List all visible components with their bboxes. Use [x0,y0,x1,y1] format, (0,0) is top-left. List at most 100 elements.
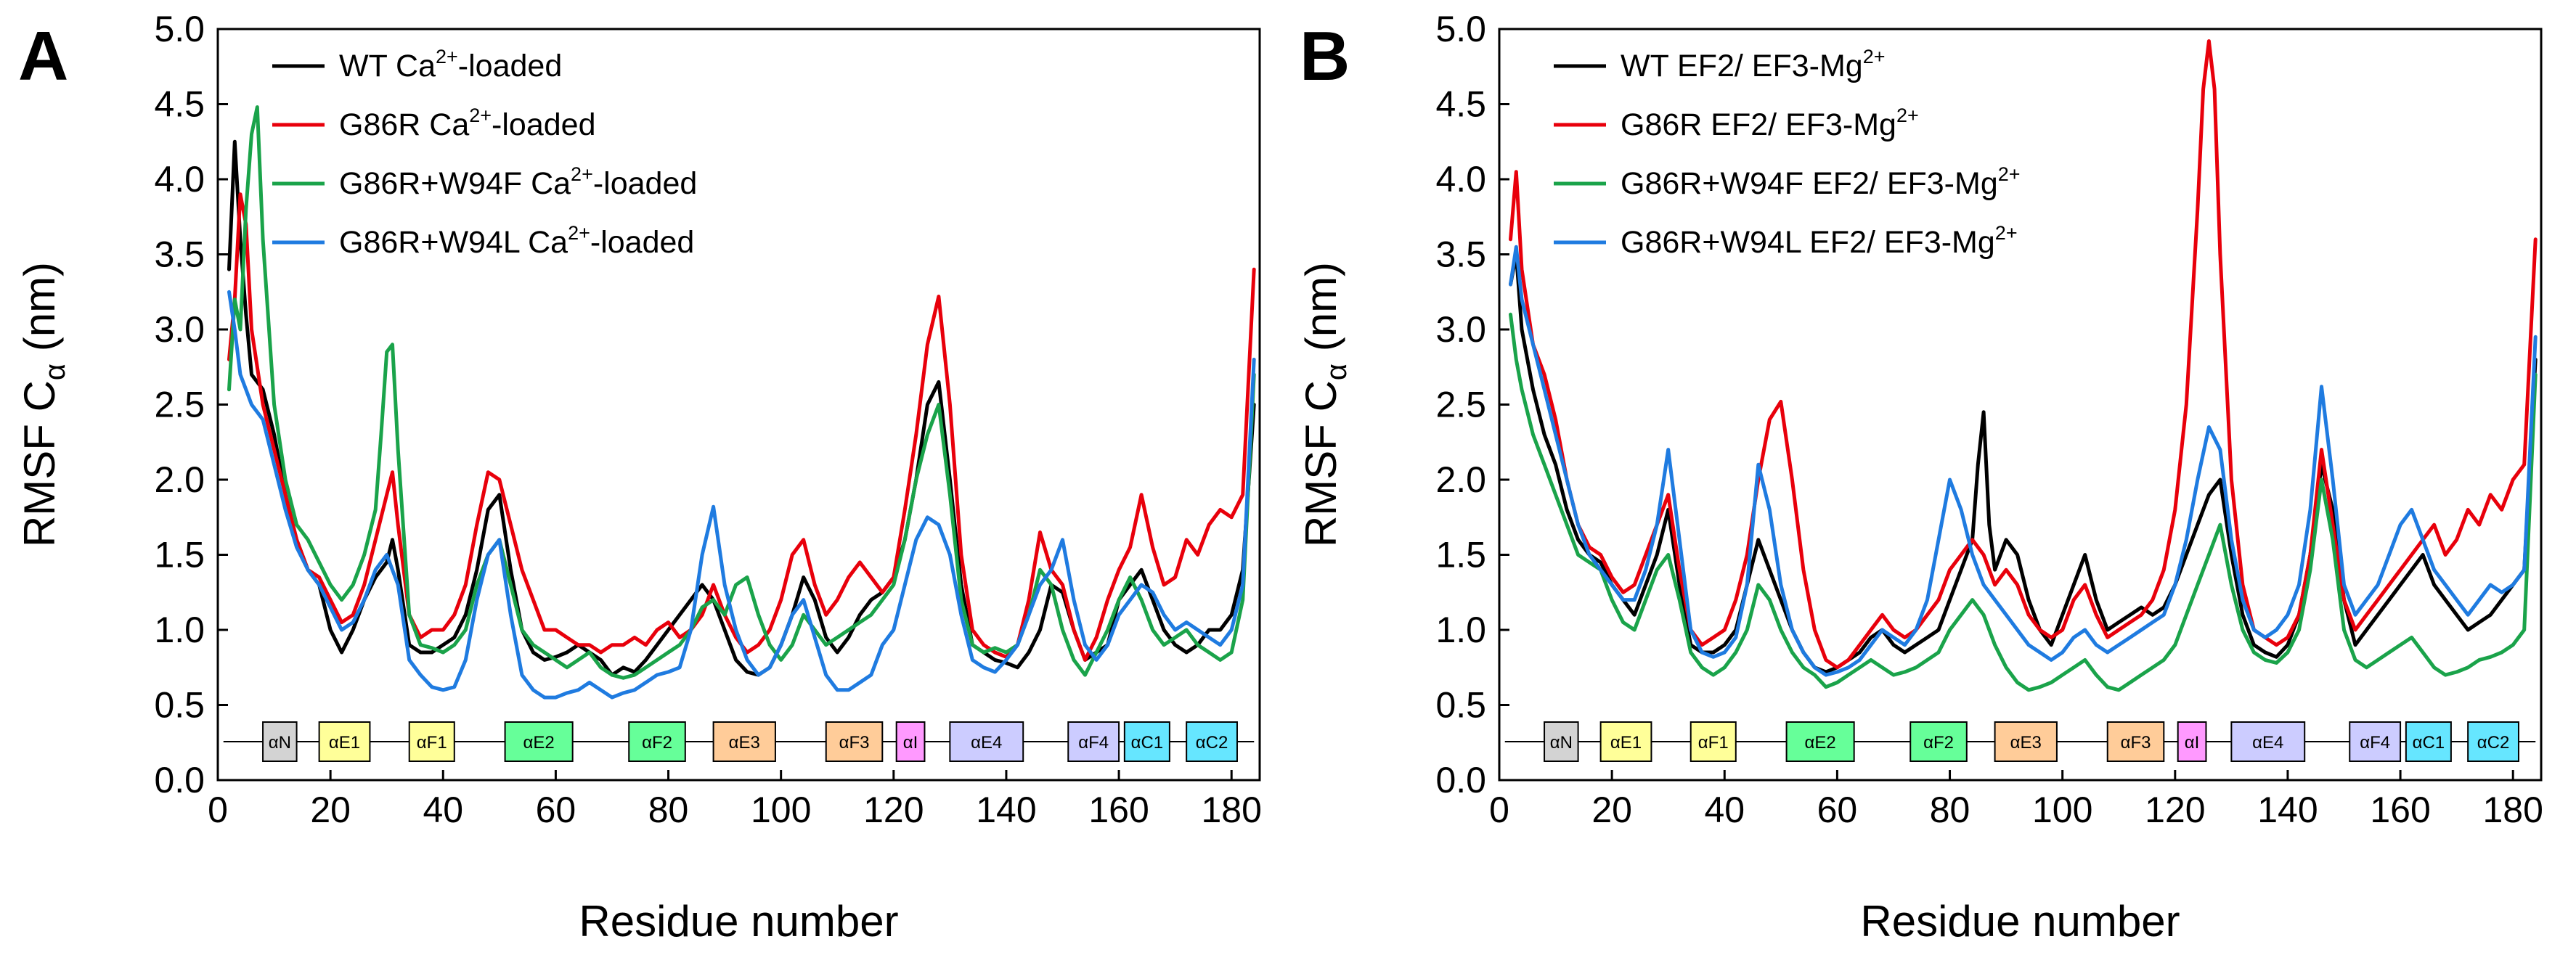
region-label: αE3 [2010,733,2042,753]
y-tick-label: 2.0 [1435,459,1486,500]
secondary-structure-track: αN αE1 αF1 αE2 αF2 αE3 αF3 αI αE4 αF4 αC1 αC2 [223,721,1255,762]
region-box [628,721,686,762]
region-label: αE4 [2252,733,2283,753]
plot-frame [216,28,1261,782]
y-tick-label: 5.0 [1435,9,1486,49]
region-label: αE3 [729,733,760,753]
region-label: αF4 [2360,733,2390,753]
x-tick-label: 40 [1704,790,1745,830]
legend-label: G86R+W94F EF2/ EF3-Mg2+ [1621,163,2021,201]
region-box [1690,721,1737,762]
region-label: αE2 [523,733,555,753]
region-box [2177,721,2207,762]
series-lines [1509,39,2538,692]
x-axis-title: Residue number [1860,897,2180,946]
legend-label: G86R+W94L EF2/ EF3-Mg2+ [1621,222,2018,260]
panel-a: A 0.0 0.5 1.0 1.5 2.0 2.5 3.0 3.5 4.0 4.5 5.0 0 20 40 6… [15,9,1262,946]
y-tick-label: 4.0 [154,159,205,200]
region-box [318,721,371,762]
region-box [825,721,884,762]
y-axis-title: RMSF Cα (nm) [1297,262,1353,547]
region-label: αE2 [1805,733,1836,753]
region-box [2349,721,2402,762]
plot-frame [1498,28,2543,782]
region-box [895,721,926,762]
region-label: αI [903,733,918,753]
y-tick-label: 2.0 [154,459,205,500]
region-box [1186,721,1238,762]
region-label: αF1 [417,733,447,753]
y-tick-label: 3.0 [154,309,205,350]
x-tick-label: 160 [1088,790,1149,830]
y-tick-label: 4.5 [154,84,205,125]
x-tick-label: 180 [2482,790,2543,830]
series-line [1509,253,2538,674]
region-box [2405,721,2452,762]
legend-label: G86R EF2/ EF3-Mg2+ [1621,104,1919,142]
region-label: αF3 [2121,733,2151,753]
y-tick-label: 3.5 [154,234,205,275]
x-tick-label: 120 [2145,790,2205,830]
region-box [1123,721,1170,762]
y-tick-label: 1.0 [1435,610,1486,650]
panel-b: B 0.0 0.5 1.0 1.5 2.0 2.5 3.0 3.5 4.0 4.5 5.0 0 20 40 6… [1297,9,2543,946]
y-tick-label: 0.0 [154,760,205,800]
x-axis-title: Residue number [579,897,898,946]
x-tick-label: 140 [976,790,1036,830]
x-tick-label: 20 [310,790,351,830]
x-tick-label: 160 [2370,790,2430,830]
region-box [2467,721,2519,762]
series-line [1509,245,2538,677]
y-tick-label: 1.0 [154,610,205,650]
region-label: αE1 [329,733,360,753]
region-box [262,721,298,762]
series-line [1509,312,2538,692]
region-box [1994,721,2058,762]
y-tick-label: 0.5 [1435,685,1486,726]
region-box [504,721,574,762]
region-label: αN [269,733,291,753]
legend-label: WT Ca2+-loaded [339,46,562,83]
y-tick-label: 0.0 [1435,760,1486,800]
region-label: αC2 [2477,733,2510,753]
legend-label: G86R Ca2+-loaded [339,104,596,142]
legend-label: G86R+W94F Ca2+-loaded [339,163,697,201]
region-label: αC1 [2413,733,2445,753]
region-box [712,721,776,762]
region-box [1599,721,1652,762]
legend: WT EF2/ EF3-Mg2+ G86R EF2/ EF3-Mg2+ G86R+W… [1554,46,2021,260]
secondary-structure-track: αN αE1 αF1 αE2 αF2 αE3 αF3 αI αE4 αF4 αC1 αC2 [1504,721,2536,762]
region-box [1909,721,1968,762]
x-tick-label: 20 [1591,790,1632,830]
legend-label: WT EF2/ EF3-Mg2+ [1621,46,1886,83]
region-label: αF3 [839,733,870,753]
y-tick-label: 1.5 [1435,535,1486,575]
region-box [2230,721,2306,762]
series-line [227,105,1256,680]
y-tick-label: 2.5 [154,385,205,425]
x-tick-label: 100 [751,790,811,830]
region-box [408,721,455,762]
x-tick-label: 0 [1489,790,1509,830]
x-tick-label: 180 [1201,790,1261,830]
region-label: αF2 [1923,733,1954,753]
region-label: αF4 [1078,733,1109,753]
region-label: αC2 [1196,733,1228,753]
x-tick-label: 80 [648,790,689,830]
y-tick-label: 5.0 [154,9,205,49]
region-label: αC1 [1131,733,1164,753]
region-box [2106,721,2165,762]
legend: WT Ca2+-loaded G86R Ca2+-loaded G86R+W94F … [272,46,697,260]
region-label: αE4 [971,733,1002,753]
region-label: αF2 [642,733,672,753]
x-tick-label: 100 [2032,790,2092,830]
x-tick-label: 120 [863,790,924,830]
y-tick-label: 3.0 [1435,309,1486,350]
x-tick-label: 60 [1817,790,1858,830]
x-tick-label: 0 [208,790,228,830]
region-box [949,721,1024,762]
x-tick-label: 60 [536,790,576,830]
x-tick-label: 40 [423,790,463,830]
y-tick-label: 2.5 [1435,385,1486,425]
